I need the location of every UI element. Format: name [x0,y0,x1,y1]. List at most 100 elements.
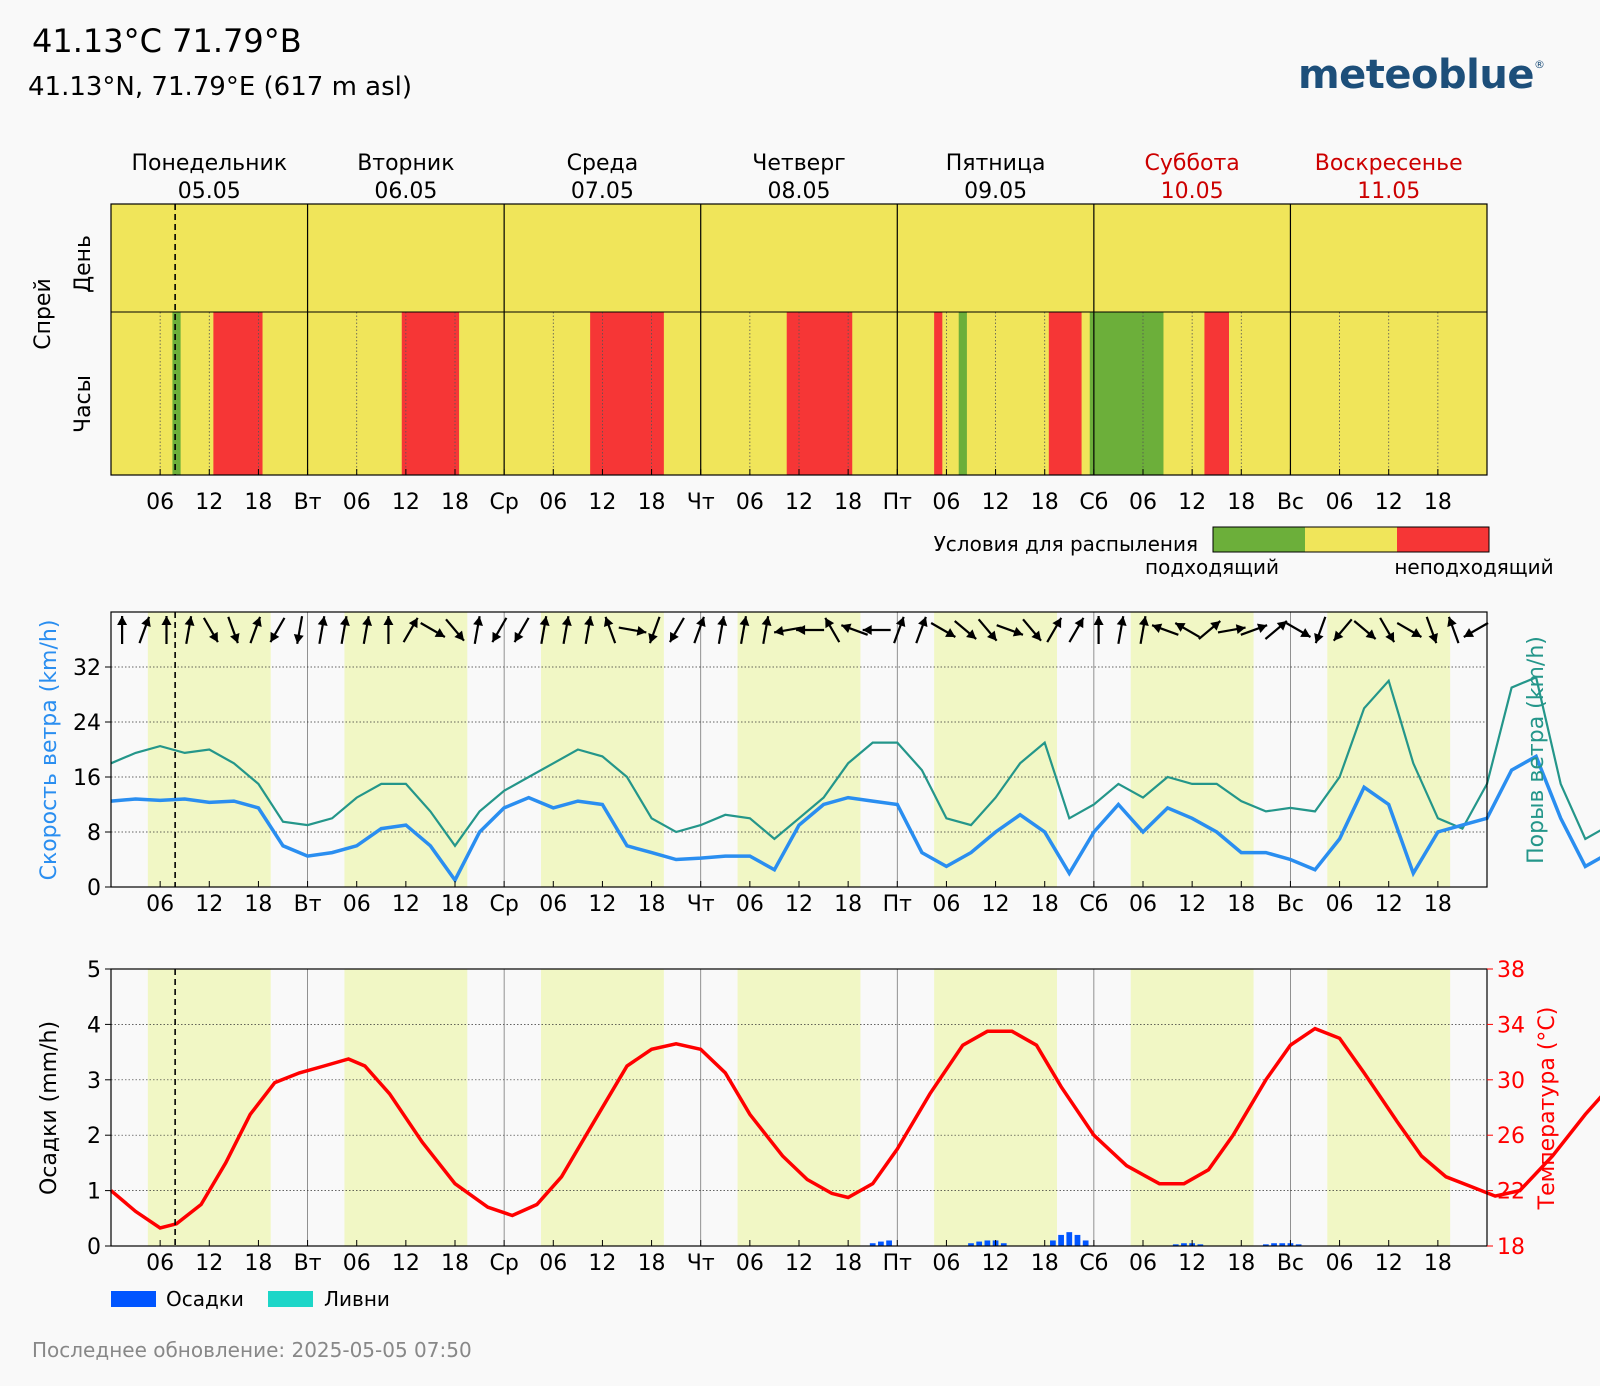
x-tick-label: 12 [588,1251,616,1276]
x-tick-label: Сб [1079,1251,1108,1276]
day-name: Суббота [1145,151,1240,176]
wind-arrow [339,616,350,644]
spray-panel: Спрей День Часы [31,203,1488,476]
x-tick-label: 18 [638,1251,666,1276]
day-name: Воскресенье [1315,151,1463,176]
legend-good-label: подходящий [1145,555,1279,579]
wind-y-tick-label: 24 [73,711,101,736]
x-tick-label: 18 [441,892,469,917]
x-tick-label: 12 [195,490,223,515]
wind-arrow [1314,616,1327,644]
wind-direction-arrows [117,616,1489,644]
pt-x-ticks: 06 12 18 Вт 06 12 18 Ср 06 12 18 Чт 06 12 18 Пт 06 12 18 Сб… [146,1240,1452,1276]
temp-y-tick-label: 18 [1497,1235,1525,1260]
x-tick-label: Сб [1079,892,1108,917]
gust-line [110,675,1600,848]
legend-neutral-swatch [1305,527,1397,552]
wind-arrow [1068,617,1085,643]
x-tick-label: Ср [489,490,518,515]
precip-bar [1082,1240,1089,1246]
wind-arrow [1046,617,1063,643]
precip-bar [1279,1243,1286,1246]
x-tick-label: 12 [785,892,813,917]
x-tick-label: 12 [982,892,1010,917]
precip-y-tick-label: 2 [87,1124,101,1149]
wind-arrow [445,618,465,642]
wind-arrow [473,616,483,644]
wind-y-tick-label: 8 [87,821,101,846]
spray-segment-suitable [958,312,967,475]
wind-arrow [761,616,772,644]
temp-y-tick-label: 22 [1497,1180,1525,1205]
temperature-line [109,1026,1600,1230]
precip-bar [968,1243,974,1246]
wind-y-tick-label: 16 [73,766,101,791]
x-tick-label: Чт [687,1251,715,1276]
x-tick-label: 18 [1424,490,1452,515]
wind-arrow [773,625,802,636]
x-tick-label: 12 [1375,1251,1403,1276]
day-name: Вторник [357,151,454,176]
wind-arrow [1353,620,1377,640]
day-date: 10.05 [1161,179,1224,204]
meteoblue-logo[interactable]: meteoblue® [1298,52,1545,98]
wind-arrow [1425,616,1438,644]
spray-segment-unsuitable [213,312,263,475]
wind-arrow [693,616,706,644]
spray-day-row [111,204,1487,312]
wind-arrow [513,617,530,643]
wind-arrow [618,625,647,636]
temp-ylabel: Температура (°C) [1535,1007,1560,1211]
wind-arrow [717,616,728,644]
wind-arrow [317,616,328,644]
precip-bar [976,1241,983,1246]
precip-y-tick-label: 4 [87,1013,101,1038]
legend-suitable-swatch [1213,527,1305,552]
precip-y-tick-label: 5 [87,958,101,983]
x-tick-label: 18 [1227,490,1255,515]
x-tick-label: Вс [1277,490,1304,515]
wind-arrow [603,616,617,644]
day-date: 07.05 [571,179,634,204]
wind-grid [111,612,1487,887]
x-tick-label: 12 [588,490,616,515]
spray-segment-unsuitable [1204,312,1229,475]
precip-bar [1074,1234,1081,1246]
logo-text: meteoblue [1298,52,1535,98]
x-tick-label: 18 [834,892,862,917]
precip-bar [886,1240,892,1246]
x-tick-label: Чт [687,892,715,917]
wind-arrow [117,616,128,644]
spray-day-label: День [71,235,96,293]
wind-arrow [402,617,419,643]
wind-panel: 0 8 16 24 32 Скорость ветра (km/h) Порыв вет… [37,611,1600,901]
precip-y-tick-label: 1 [87,1180,101,1205]
temp-y-tick-label: 26 [1497,1124,1525,1149]
wind-y-ticks: 0 8 16 24 32 [73,656,111,901]
precip-bar [1066,1232,1073,1246]
spray-hour-segments [172,312,1229,475]
wind-arrow [977,618,998,642]
spray-hours-label: Часы [71,375,96,433]
precip-bar [1000,1243,1007,1246]
wind-arrow [1116,616,1127,644]
wind-arrow [1332,618,1353,642]
x-tick-label: 18 [1031,490,1059,515]
x-tick-label: 06 [1326,1251,1354,1276]
precip-bar [984,1240,991,1246]
precip-bar [869,1243,876,1246]
legend-unsuitable-swatch [1397,527,1489,552]
x-tick-label: Вс [1277,892,1304,917]
day-date: 05.05 [178,179,241,204]
wind-arrow [1463,622,1489,638]
wind-arrow [1240,623,1268,636]
x-tick-label: Ср [489,892,518,917]
x-tick-label: 12 [785,1251,813,1276]
x-tick-label: Вт [294,892,322,917]
x-tick-label: 12 [392,892,420,917]
wind-arrow [362,616,373,644]
precip-bar [1058,1234,1064,1246]
wind-arrow [915,616,928,644]
day-date: 09.05 [964,179,1027,204]
wind-arrow [249,616,262,644]
